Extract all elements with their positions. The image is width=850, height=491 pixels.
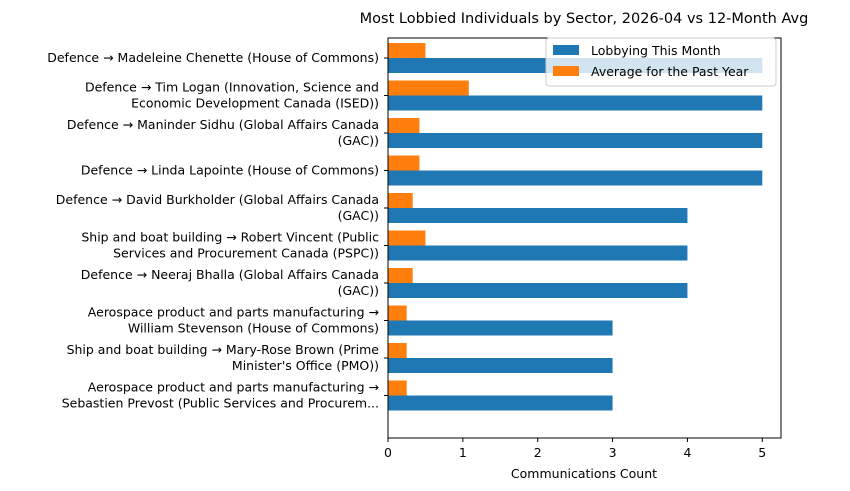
x-tick-labels: 0 1 2 3 4 5 — [384, 438, 766, 460]
bar-past-year-average — [388, 118, 420, 133]
y-tick-label: Aerospace product and parts manufacturin… — [62, 380, 379, 411]
y-tick-label: Defence → Madeleine Chenette (House of C… — [47, 50, 379, 65]
bar-past-year-average — [388, 343, 407, 358]
y-tick-label: Ship and boat building → Robert Vincent … — [81, 230, 379, 261]
y-tick-label: Defence → David Burkholder (Global Affai… — [56, 192, 379, 223]
x-axis-title: Communications Count — [511, 466, 657, 481]
bar-past-year-average — [388, 230, 426, 246]
bar-this-month — [388, 283, 688, 298]
y-tick-label: Defence → Tim Logan (Innovation, Science… — [85, 80, 379, 111]
bar-past-year-average — [388, 193, 413, 208]
chart-title: Most Lobbied Individuals by Sector, 2026… — [360, 11, 809, 27]
bars-group — [388, 43, 763, 411]
y-tick-label: Aerospace product and parts manufacturin… — [88, 305, 379, 336]
y-tick-label: Ship and boat building → Mary-Rose Brown… — [67, 342, 380, 373]
bar-this-month — [388, 395, 613, 411]
bar-this-month — [388, 208, 688, 223]
x-tick-label: 2 — [534, 445, 542, 460]
y-tick-labels: Defence → Madeleine Chenette (House of C… — [47, 50, 388, 411]
bar-this-month — [388, 95, 763, 111]
x-tick-label: 5 — [758, 445, 766, 460]
y-tick-label: Defence → Linda Lapointe (House of Commo… — [81, 163, 379, 178]
bar-this-month — [388, 245, 688, 261]
bar-this-month — [388, 133, 763, 148]
bar-past-year-average — [388, 155, 420, 171]
x-tick-label: 0 — [384, 445, 392, 460]
legend-label-past-year-average: Average for the Past Year — [591, 64, 749, 79]
bar-this-month — [388, 358, 613, 373]
legend-box — [545, 37, 777, 87]
bar-this-month — [388, 170, 763, 186]
x-tick-label: 4 — [683, 445, 691, 460]
y-tick-label: Defence → Maninder Sidhu (Global Affairs… — [67, 117, 379, 148]
bar-past-year-average — [388, 268, 413, 283]
legend-label-this-month: Lobbying This Month — [591, 43, 721, 58]
bar-past-year-average — [388, 43, 426, 58]
bar-past-year-average — [388, 305, 407, 321]
x-tick-label: 3 — [609, 445, 617, 460]
legend: Lobbying This Month Average for the Past… — [545, 37, 777, 87]
y-tick-label: Defence → Neeraj Bhalla (Global Affairs … — [81, 267, 379, 298]
x-tick-label: 1 — [459, 445, 467, 460]
bar-past-year-average — [388, 80, 469, 96]
bar-this-month — [388, 320, 613, 336]
legend-swatch-this-month — [553, 45, 579, 55]
legend-swatch-past-year-average — [553, 66, 579, 76]
bar-past-year-average — [388, 380, 407, 396]
